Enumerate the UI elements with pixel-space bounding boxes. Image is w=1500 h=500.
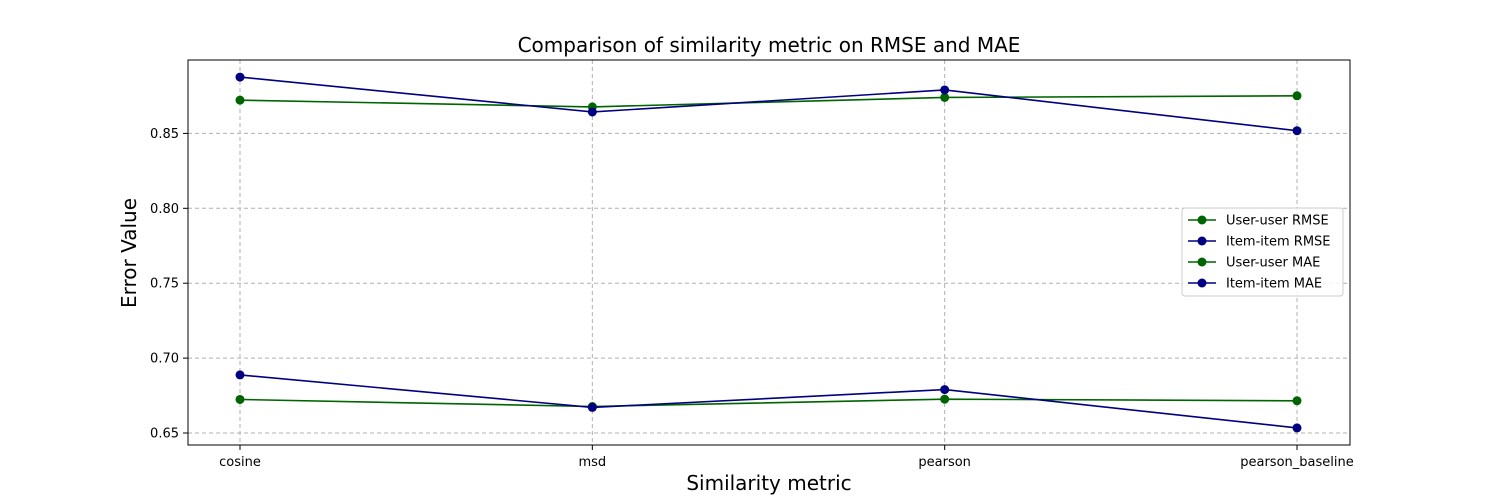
y-tick-label: 0.65 xyxy=(150,427,179,442)
data-point xyxy=(235,370,245,380)
series-3 xyxy=(235,394,1302,411)
legend-marker xyxy=(1197,278,1207,288)
y-tick-label: 0.80 xyxy=(150,202,179,217)
data-point xyxy=(940,92,950,102)
grid-layer xyxy=(188,60,1350,445)
data-point xyxy=(940,385,950,395)
series-line xyxy=(239,76,1298,132)
data-point xyxy=(587,402,597,412)
x-tick-label: pearson xyxy=(918,455,971,470)
data-point xyxy=(1292,423,1302,433)
x-tick-layer: cosine msd pearson pearson_baseline xyxy=(219,445,1354,470)
legend-entry: Item-item RMSE xyxy=(1188,235,1331,250)
data-point xyxy=(587,107,597,117)
legend-label: User-user RMSE xyxy=(1226,214,1329,229)
legend-label: Item-item MAE xyxy=(1226,277,1322,292)
x-tick-label: msd xyxy=(578,455,606,470)
plot-frame xyxy=(187,59,1351,446)
series-line xyxy=(239,398,1298,408)
legend-marker xyxy=(1197,257,1207,267)
legend-entry: User-user RMSE xyxy=(1188,214,1329,229)
legend-label: Item-item RMSE xyxy=(1226,235,1331,250)
data-point xyxy=(235,394,245,404)
legend-entry: Item-item MAE xyxy=(1188,277,1322,292)
x-tick-label: cosine xyxy=(219,455,261,470)
legend-entry: User-user MAE xyxy=(1188,256,1320,271)
y-tick-label: 0.75 xyxy=(150,277,179,292)
data-point xyxy=(235,95,245,105)
series-4 xyxy=(235,370,1302,433)
series-2 xyxy=(235,72,1302,136)
y-tick-label: 0.70 xyxy=(150,352,179,367)
x-axis-label: Similarity metric xyxy=(686,471,851,495)
legend: User-user RMSE Item-item RMSE User-user MA… xyxy=(1181,207,1344,297)
data-point xyxy=(940,85,950,95)
x-tick-label: pearson_baseline xyxy=(1240,455,1353,470)
data-point xyxy=(940,394,950,404)
data-point xyxy=(1292,91,1302,101)
legend-marker xyxy=(1197,236,1207,246)
y-tick-layer: 0.65 0.70 0.75 0.80 0.85 xyxy=(150,127,188,442)
series-line xyxy=(239,95,1298,108)
legend-marker xyxy=(1197,215,1207,225)
legend-box xyxy=(1181,207,1344,297)
y-axis-label: Error Value xyxy=(117,198,141,308)
y-tick-label: 0.85 xyxy=(150,127,179,142)
series-layer xyxy=(235,72,1302,433)
data-point xyxy=(1292,126,1302,136)
data-point xyxy=(1292,396,1302,406)
chart-title: Comparison of similarity metric on RMSE … xyxy=(518,33,1021,57)
data-point xyxy=(235,72,245,82)
legend-label: User-user MAE xyxy=(1226,256,1320,271)
series-line xyxy=(239,374,1298,429)
